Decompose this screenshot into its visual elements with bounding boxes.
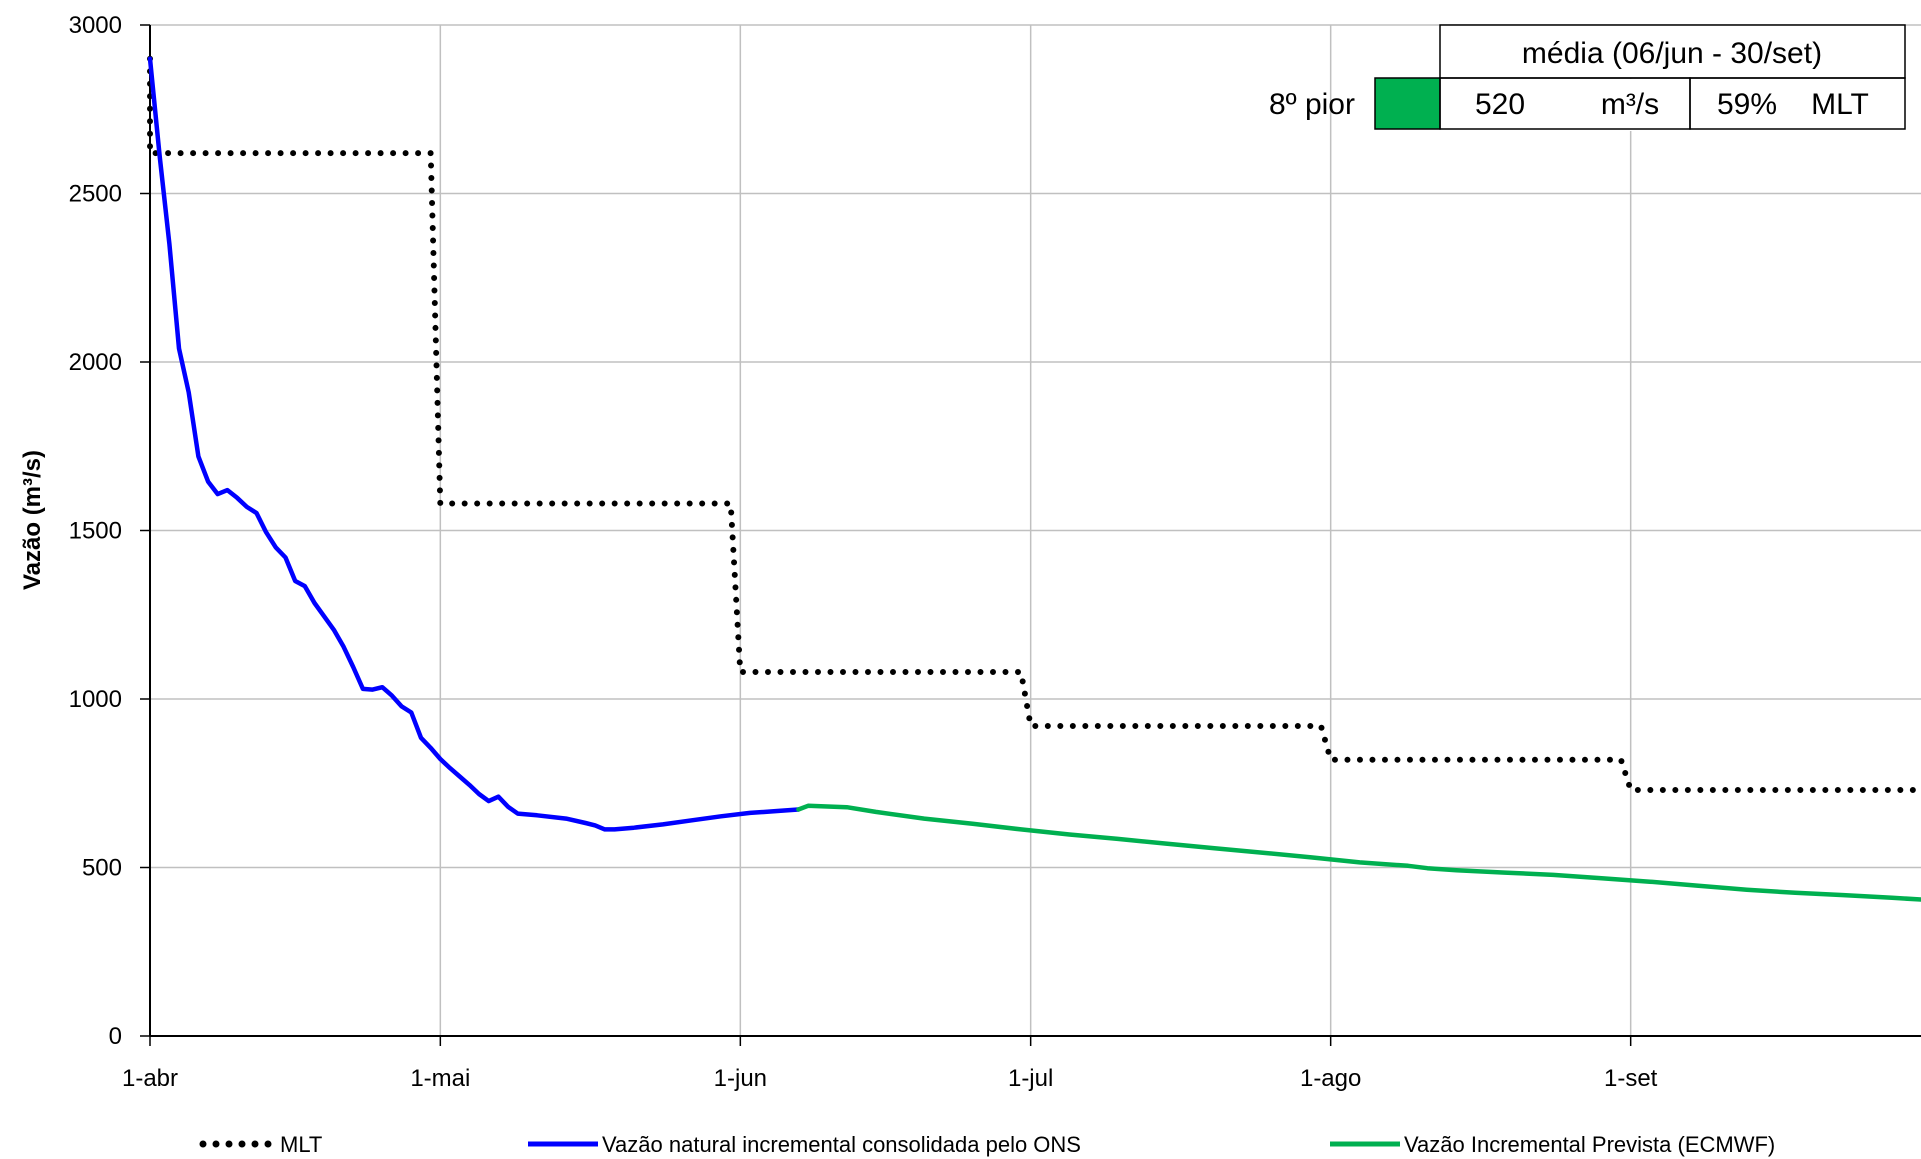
stats-table-row-label: 8º pior	[1269, 88, 1355, 121]
stats-table-percent: 59%	[1717, 88, 1777, 121]
x-tick-label: 1-jun	[714, 1065, 767, 1092]
stats-table-value: 520	[1475, 88, 1525, 121]
ons-consolidated-line	[147, 56, 801, 832]
legend-item-ecmwf: Vazão Incremental Prevista (ECMWF)	[1330, 1132, 1775, 1157]
stats-table-percent-cell	[1689, 77, 1906, 130]
y-tick-label: 2500	[69, 181, 122, 208]
stats-table: média (06/jun - 30/set) 8º pior 520 m³/s…	[1269, 24, 1906, 131]
y-tick-label: 1500	[69, 518, 122, 545]
y-tick-label: 3000	[69, 12, 122, 39]
mlt-line	[147, 55, 1921, 793]
stats-table-bg	[1375, 79, 1905, 131]
x-tick-label: 1-jul	[1008, 1065, 1053, 1092]
stats-table-unit: m³/s	[1601, 88, 1659, 121]
legend-item-ons: Vazão natural incremental consolidada pe…	[528, 1132, 1081, 1157]
legend-item-mlt: MLT	[199, 1132, 322, 1157]
x-tick-label: 1-set	[1604, 1065, 1658, 1092]
y-tick-label: 500	[82, 855, 122, 882]
legend: MLT Vazão natural incremental consolidad…	[199, 1132, 1775, 1157]
ecmwf-forecast-line	[796, 803, 1921, 902]
legend-label-ecmwf: Vazão Incremental Prevista (ECMWF)	[1404, 1132, 1775, 1157]
y-axis-label: Vazão (m³/s)	[19, 450, 46, 590]
y-tick-label: 0	[109, 1023, 122, 1050]
stats-table-header-cell	[1439, 24, 1906, 79]
y-tick-labels: 0 500 1000 1500 2000 2500 3000	[69, 12, 122, 1050]
stats-table-header: média (06/jun - 30/set)	[1522, 37, 1822, 70]
stats-table-indicator-swatch	[1374, 77, 1441, 130]
axes	[140, 24, 1921, 1046]
x-tick-labels: 1-abr 1-mai 1-jun 1-jul 1-ago 1-set	[122, 1065, 1658, 1092]
y-tick-label: 2000	[69, 349, 122, 376]
stats-table-reference: MLT	[1811, 88, 1869, 121]
legend-label-ons: Vazão natural incremental consolidada pe…	[602, 1132, 1081, 1157]
x-tick-label: 1-abr	[122, 1065, 178, 1092]
x-tick-label: 1-mai	[410, 1065, 470, 1092]
y-tick-label: 1000	[69, 686, 122, 713]
gridlines	[150, 24, 1921, 1036]
series-layer	[147, 55, 1921, 902]
x-tick-label: 1-ago	[1300, 1065, 1361, 1092]
legend-label-mlt: MLT	[280, 1132, 322, 1157]
